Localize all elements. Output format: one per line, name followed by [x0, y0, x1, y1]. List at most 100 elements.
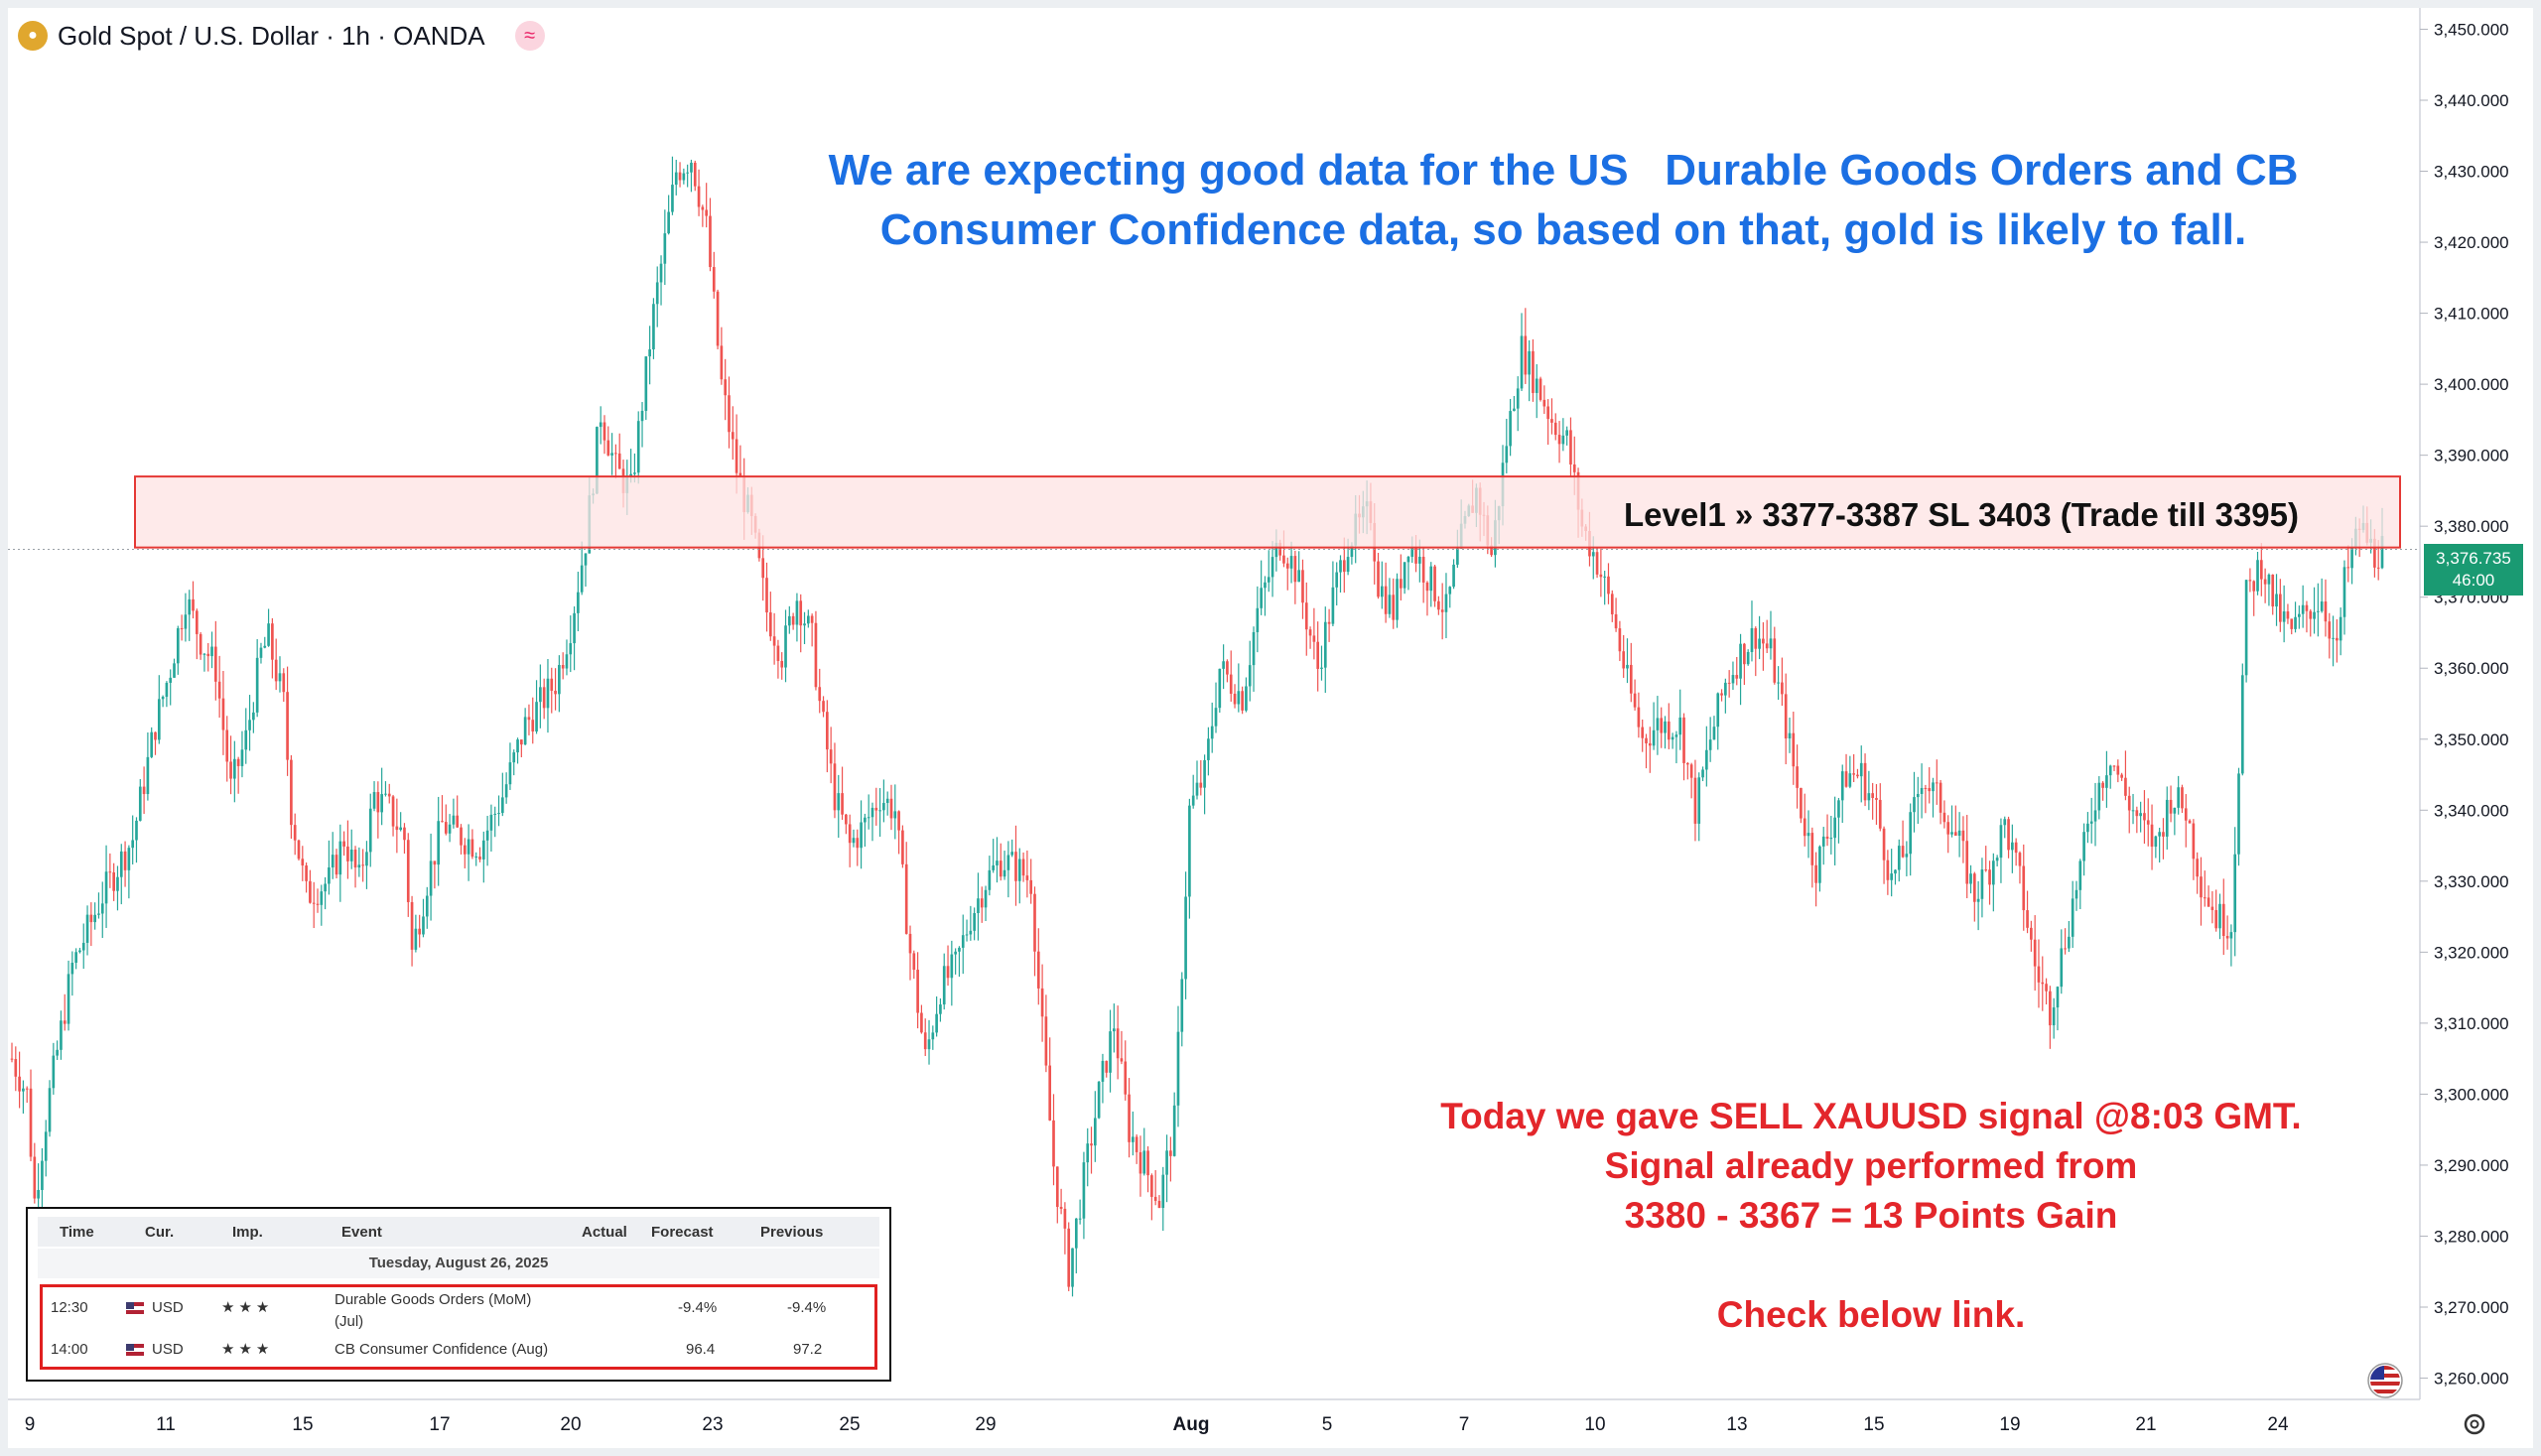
candle-body — [973, 913, 976, 931]
candle-body — [1765, 643, 1769, 649]
candle-body — [1758, 638, 1761, 649]
candle-body — [2165, 799, 2169, 837]
candle-body — [814, 622, 818, 688]
candle-body — [1678, 717, 1682, 735]
candle-body — [2177, 787, 2180, 808]
candle-body — [2139, 813, 2142, 817]
candle-body — [1953, 832, 1957, 837]
candle-body — [1750, 627, 1754, 652]
candle-body — [1946, 822, 1950, 835]
candle-body — [1396, 579, 1399, 620]
candle-body — [923, 1032, 927, 1050]
candle-body — [878, 810, 881, 812]
candle-body — [864, 817, 867, 823]
candle-body — [1607, 576, 1610, 595]
candle-body — [950, 954, 954, 979]
candle-body — [852, 838, 856, 844]
us-flag-icon[interactable] — [2366, 1362, 2404, 1399]
candle-body — [765, 578, 768, 613]
candle-body — [1942, 812, 1946, 823]
candle-body — [25, 1088, 29, 1090]
candle-body — [885, 798, 889, 804]
candle-body — [523, 717, 527, 745]
candle-body — [429, 860, 433, 896]
candle-body — [1248, 665, 1252, 687]
candle-body — [720, 345, 724, 380]
candle-body — [252, 712, 255, 721]
candle-body — [2207, 897, 2210, 907]
candle-body — [1316, 641, 1320, 669]
candle-body — [867, 817, 870, 819]
candle-body — [1400, 579, 1403, 589]
candle-body — [2229, 932, 2233, 939]
candle-body — [221, 698, 225, 730]
candle-body — [1006, 855, 1010, 870]
candle-body — [372, 792, 376, 809]
calendar-row[interactable]: 12:30 USD ★★★ Durable Goods Orders (MoM)… — [43, 1289, 874, 1330]
y-tick-label: 3,340.000 — [2434, 801, 2509, 820]
calendar-row[interactable]: 14:00 USD ★★★ CB Consumer Confidence (Au… — [43, 1335, 874, 1375]
candle-body — [946, 966, 950, 979]
x-tick-label: 5 — [1322, 1414, 1333, 1435]
candle-body — [908, 933, 912, 954]
candle-body — [2030, 927, 2033, 940]
candle-body — [2350, 548, 2353, 569]
candle-body — [489, 814, 493, 831]
candle-body — [558, 665, 561, 695]
candle-body — [1629, 664, 1633, 694]
candle-body — [1572, 463, 1576, 472]
us-flag-icon — [126, 1344, 144, 1356]
candle-body — [1128, 1094, 1131, 1142]
x-tick-label: 15 — [1863, 1414, 1884, 1435]
candle-body — [969, 930, 973, 935]
candle-body — [116, 876, 119, 891]
live-wave-icon[interactable]: ≈ — [514, 21, 545, 51]
candle-body — [1380, 586, 1384, 597]
candle-body — [1626, 664, 1629, 669]
candle-body — [456, 815, 460, 828]
candle-body — [761, 558, 765, 579]
signal-line — [1350, 1241, 2392, 1290]
candle-body — [1727, 682, 1731, 684]
candle-body — [690, 162, 693, 173]
candle-body — [380, 794, 383, 813]
candle-body — [1603, 576, 1607, 578]
candle-body — [1384, 586, 1388, 614]
candle-body — [1132, 1136, 1135, 1142]
candle-body — [2162, 832, 2165, 837]
x-tick-label: 20 — [560, 1414, 581, 1435]
candle-body — [2196, 859, 2200, 877]
y-tick-label: 3,400.000 — [2434, 375, 2509, 394]
candle-body — [1074, 1218, 1078, 1249]
candle-body — [1939, 782, 1942, 813]
candle-body — [1418, 556, 1421, 564]
candle-body — [376, 792, 380, 813]
x-tick-label: 24 — [2267, 1414, 2289, 1435]
settings-gear-icon[interactable] — [2460, 1409, 2489, 1439]
y-tick-label: 3,260.000 — [2434, 1370, 2509, 1389]
candle-body — [954, 951, 957, 955]
candle-body — [2259, 560, 2263, 580]
candle-body — [1928, 788, 1932, 792]
y-tick-label: 3,290.000 — [2434, 1156, 2509, 1175]
candle-body — [1044, 1016, 1048, 1066]
y-tick-label: 3,330.000 — [2434, 872, 2509, 891]
candle-body — [1082, 1162, 1086, 1219]
candle-body — [999, 860, 1003, 877]
candle-body — [2248, 580, 2252, 582]
candle-body — [52, 1055, 56, 1089]
symbol-header[interactable]: ● Gold Spot / U.S. Dollar · 1h · OANDA ≈ — [18, 18, 545, 54]
candle-body — [460, 827, 463, 846]
candle-body — [1645, 737, 1648, 743]
candle-body — [1237, 691, 1241, 705]
candle-body — [1901, 846, 1905, 858]
candle-body — [724, 379, 728, 396]
candle-body — [2380, 536, 2384, 569]
candle-body — [10, 1058, 14, 1060]
candle-body — [2101, 782, 2104, 788]
candle-body — [961, 935, 965, 948]
candle-body — [1335, 572, 1339, 588]
candle-body — [353, 849, 357, 868]
candle-body — [640, 410, 644, 422]
